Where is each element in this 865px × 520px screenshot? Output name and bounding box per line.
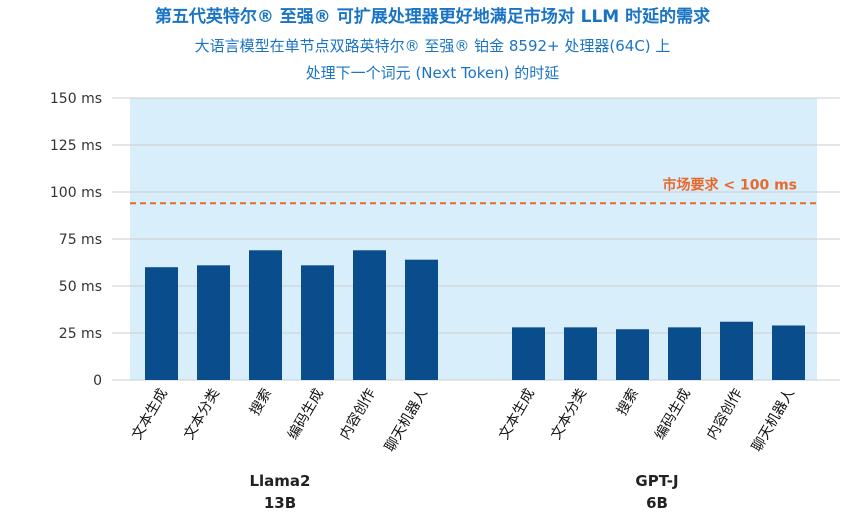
chart-subtitle-line2: 处理下一个词元 (Next Token) 的时延 [305,64,560,82]
x-category-label: 文本分类 [181,386,223,442]
group-label-size: 6B [646,494,668,512]
bar [772,325,805,380]
group-label-size: 13B [264,494,296,512]
bar [197,265,230,380]
chart-subtitle-line1: 大语言模型在单节点双路英特尔® 至强® 铂金 8592+ 处理器(64C) 上 [194,37,671,55]
x-category-label: 聊天机器人 [749,386,798,455]
y-tick-label: 50 ms [59,279,102,295]
x-category-label: 文本分类 [548,386,590,442]
x-category-label: 编码生成 [652,386,694,442]
y-tick-label: 0 [93,373,102,389]
x-category-label: 搜索 [246,386,275,419]
bar [512,327,545,380]
group-label-name: Llama2 [249,472,310,490]
y-tick-label: 100 ms [50,185,102,201]
bar [720,321,753,380]
y-tick-label: 150 ms [50,91,102,107]
bar [668,327,701,380]
x-category-label: 聊天机器人 [382,386,431,455]
x-category-label: 内容创作 [703,386,746,443]
threshold-label: 市场要求 < 100 ms [663,176,798,193]
y-tick-label: 25 ms [59,326,102,342]
y-tick-label: 75 ms [59,232,102,248]
bar [564,327,597,380]
bar [405,259,438,380]
bar [145,267,178,380]
x-category-label: 编码生成 [285,386,327,442]
x-category-label: 文本生成 [129,386,171,442]
group-label-name: GPT-J [635,472,678,490]
x-category-label: 搜索 [613,386,642,419]
bar [353,250,386,380]
bar [616,329,649,380]
y-tick-label: 125 ms [50,138,102,154]
bar [301,265,334,380]
chart-title: 第五代英特尔® 至强® 可扩展处理器更好地满足市场对 LLM 时延的需求 [154,7,711,27]
x-category-label: 内容创作 [336,386,379,443]
bar [249,250,282,380]
x-category-label: 文本生成 [496,386,538,442]
